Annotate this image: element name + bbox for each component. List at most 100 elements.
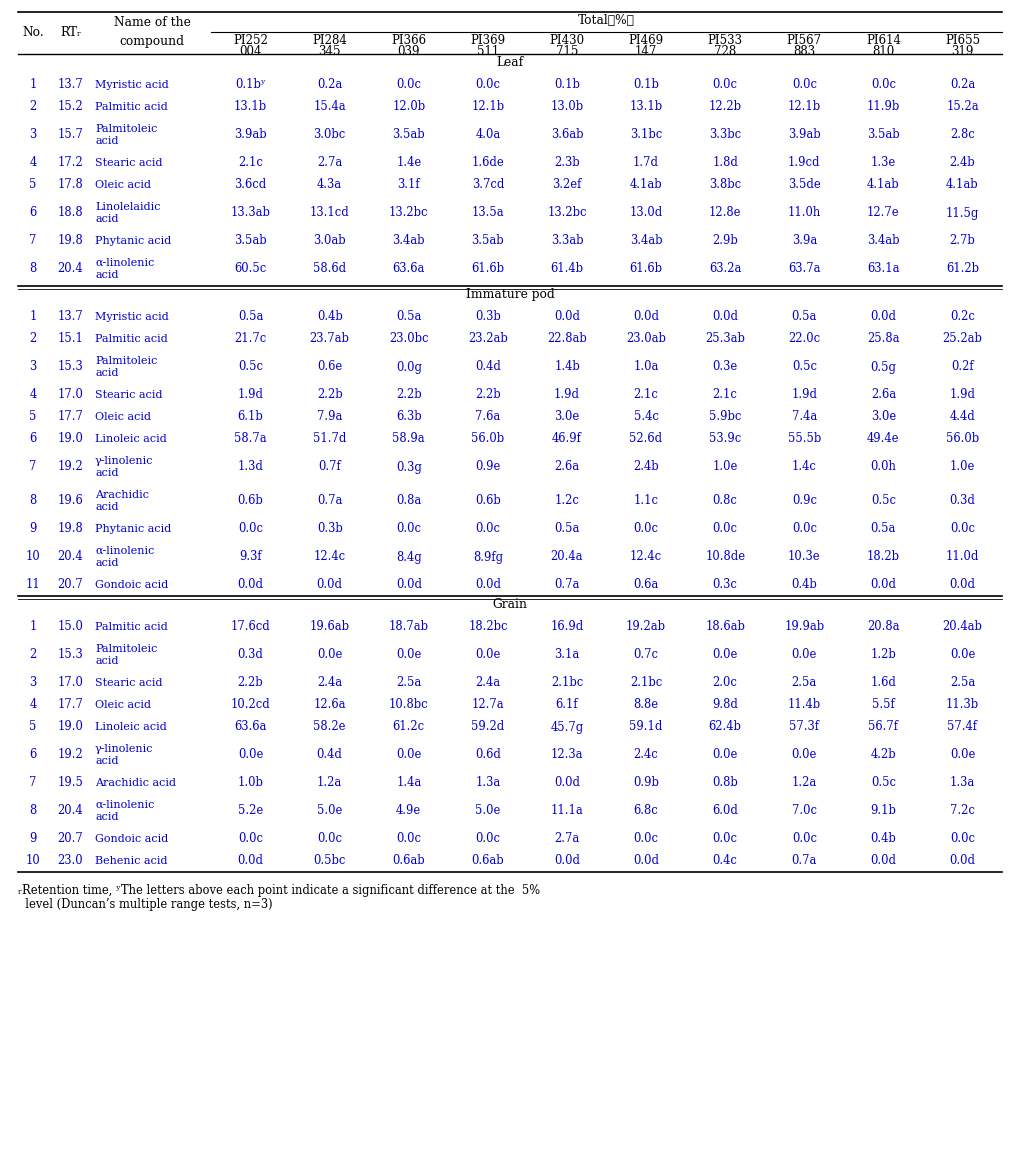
Text: 12.4c: 12.4c — [313, 550, 345, 564]
Text: 19.2ab: 19.2ab — [626, 620, 665, 633]
Text: 2.5a: 2.5a — [791, 677, 816, 689]
Text: 0.4b: 0.4b — [869, 832, 896, 845]
Text: 57.4f: 57.4f — [947, 721, 976, 733]
Text: Palmitic acid: Palmitic acid — [95, 334, 167, 344]
Text: 3.5ab: 3.5ab — [471, 234, 503, 248]
Text: 0.0d: 0.0d — [633, 310, 658, 324]
Text: 20.4ab: 20.4ab — [942, 620, 981, 633]
Text: 0.0c: 0.0c — [870, 78, 895, 91]
Text: Oleic acid: Oleic acid — [95, 700, 151, 710]
Text: 0.6ab: 0.6ab — [471, 854, 503, 867]
Text: 0.0d: 0.0d — [633, 854, 658, 867]
Text: 23.0: 23.0 — [58, 854, 84, 867]
Text: 2: 2 — [30, 332, 37, 346]
Text: 0.0d: 0.0d — [553, 854, 580, 867]
Text: 0.0d: 0.0d — [395, 579, 421, 591]
Text: 1.6de: 1.6de — [471, 157, 503, 169]
Text: 0.0c: 0.0c — [475, 78, 500, 91]
Text: 9: 9 — [30, 522, 37, 535]
Text: Gondoic acid: Gondoic acid — [95, 580, 168, 590]
Text: 2.1c: 2.1c — [633, 389, 658, 401]
Text: 1.9d: 1.9d — [553, 389, 580, 401]
Text: 1: 1 — [30, 78, 37, 91]
Text: 9.8d: 9.8d — [711, 699, 738, 711]
Text: 0.2f: 0.2f — [950, 361, 973, 374]
Text: α-linolenic
acid: α-linolenic acid — [95, 800, 154, 822]
Text: 10: 10 — [25, 854, 41, 867]
Text: 3.5ab: 3.5ab — [234, 234, 267, 248]
Text: ᵣRetention time, ʸThe letters above each point indicate a significant difference: ᵣRetention time, ʸThe letters above each… — [18, 884, 540, 897]
Text: 0.0c: 0.0c — [633, 832, 658, 845]
Text: 10: 10 — [25, 550, 41, 564]
Text: 12.3a: 12.3a — [550, 748, 583, 761]
Text: 039: 039 — [397, 45, 420, 58]
Text: 60.5c: 60.5c — [234, 263, 266, 276]
Text: 3: 3 — [30, 361, 37, 374]
Text: 715: 715 — [555, 45, 578, 58]
Text: 1.4e: 1.4e — [395, 157, 421, 169]
Text: 13.1b: 13.1b — [629, 100, 662, 113]
Text: 3.6cd: 3.6cd — [234, 179, 266, 191]
Text: 58.7a: 58.7a — [234, 432, 267, 445]
Text: 2.1c: 2.1c — [712, 389, 737, 401]
Text: 0.0c: 0.0c — [949, 832, 974, 845]
Text: 8.4g: 8.4g — [395, 550, 421, 564]
Text: 8: 8 — [30, 805, 37, 817]
Text: 3.5de: 3.5de — [787, 179, 820, 191]
Text: 13.1cd: 13.1cd — [310, 206, 350, 219]
Text: 20.8a: 20.8a — [866, 620, 899, 633]
Text: 11.9b: 11.9b — [866, 100, 899, 113]
Text: PI533: PI533 — [707, 33, 742, 47]
Text: PI567: PI567 — [786, 33, 821, 47]
Text: 2.7a: 2.7a — [317, 157, 342, 169]
Text: 0.3g: 0.3g — [395, 460, 421, 474]
Text: PI284: PI284 — [312, 33, 346, 47]
Text: 0.0c: 0.0c — [395, 832, 421, 845]
Text: 17.8: 17.8 — [57, 179, 84, 191]
Text: 11.5g: 11.5g — [945, 206, 978, 219]
Text: 18.6ab: 18.6ab — [704, 620, 744, 633]
Text: 3.0ab: 3.0ab — [313, 234, 345, 248]
Text: 0.0d: 0.0d — [475, 579, 500, 591]
Text: 17.0: 17.0 — [57, 677, 84, 689]
Text: 12.4c: 12.4c — [630, 550, 661, 564]
Text: 61.6b: 61.6b — [471, 263, 503, 276]
Text: 13.1b: 13.1b — [233, 100, 267, 113]
Text: 0.5c: 0.5c — [870, 495, 895, 507]
Text: 5.0e: 5.0e — [475, 805, 500, 817]
Text: 1: 1 — [30, 310, 37, 324]
Text: 12.0b: 12.0b — [391, 100, 425, 113]
Text: 2.1bc: 2.1bc — [630, 677, 661, 689]
Text: 12.8e: 12.8e — [708, 206, 741, 219]
Text: 810: 810 — [871, 45, 894, 58]
Text: PI369: PI369 — [470, 33, 505, 47]
Text: 12.7e: 12.7e — [866, 206, 899, 219]
Text: 3.5ab: 3.5ab — [392, 128, 425, 142]
Text: 63.6a: 63.6a — [392, 263, 425, 276]
Text: 319: 319 — [951, 45, 973, 58]
Text: 12.1b: 12.1b — [471, 100, 504, 113]
Text: 55.5b: 55.5b — [787, 432, 820, 445]
Text: 0.5a: 0.5a — [237, 310, 263, 324]
Text: 0.3b: 0.3b — [475, 310, 500, 324]
Text: 5.0e: 5.0e — [317, 805, 342, 817]
Text: Phytanic acid: Phytanic acid — [95, 236, 171, 246]
Text: 51.7d: 51.7d — [313, 432, 346, 445]
Text: 2.8c: 2.8c — [949, 128, 974, 142]
Text: 0.0e: 0.0e — [711, 748, 737, 761]
Text: 2.2b: 2.2b — [237, 677, 263, 689]
Text: 0.0c: 0.0c — [237, 832, 263, 845]
Text: 0.6d: 0.6d — [475, 748, 500, 761]
Text: 0.5bc: 0.5bc — [313, 854, 345, 867]
Text: 0.0e: 0.0e — [711, 648, 737, 662]
Text: 4: 4 — [30, 389, 37, 401]
Text: 59.1d: 59.1d — [629, 721, 662, 733]
Text: 0.0d: 0.0d — [949, 854, 974, 867]
Text: Palmitic acid: Palmitic acid — [95, 101, 167, 112]
Text: Linoleic acid: Linoleic acid — [95, 434, 166, 444]
Text: 58.6d: 58.6d — [313, 263, 345, 276]
Text: α-linolenic
acid: α-linolenic acid — [95, 258, 154, 280]
Text: 1: 1 — [30, 620, 37, 633]
Text: 18.8: 18.8 — [58, 206, 84, 219]
Text: 0.0c: 0.0c — [475, 832, 500, 845]
